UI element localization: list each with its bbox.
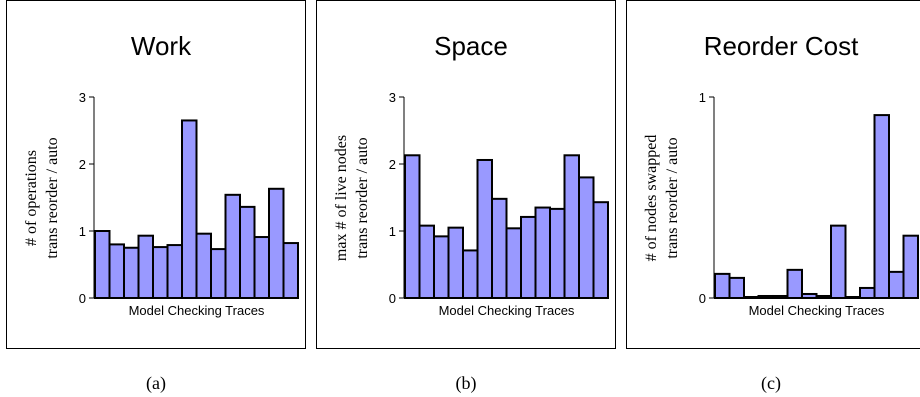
chart-title: Space — [434, 31, 508, 61]
chart-svg: Work 0 1 2 3 Model Checking Traces # of operat… — [6, 0, 306, 349]
bar — [108, 243, 125, 299]
bar — [578, 176, 595, 299]
caption-b: (b) — [455, 373, 477, 393]
chart-title: Reorder Cost — [704, 31, 859, 61]
bar — [94, 230, 111, 299]
y-tick-label: 0 — [699, 291, 706, 306]
bar — [181, 119, 198, 299]
y-tick-label: 2 — [389, 157, 396, 172]
y-tick-label: 1 — [389, 224, 396, 239]
bar — [563, 154, 580, 299]
bar — [462, 249, 479, 299]
bar — [210, 248, 227, 299]
chart-svg: Reorder Cost 0 1 Model Checking Traces # of … — [626, 0, 920, 349]
bar — [902, 234, 919, 300]
bar — [166, 244, 183, 300]
y-tick-label: 3 — [389, 90, 396, 105]
chart-panel-space: Space 0 1 2 3 Model Checking Traces max # of l… — [316, 0, 616, 349]
bar — [714, 272, 731, 300]
bar — [786, 268, 803, 299]
bar — [534, 206, 551, 299]
y-tick-label: 2 — [79, 157, 86, 172]
y-axis-label: # of operations trans reorder / auto — [23, 137, 61, 258]
caption-a: (a) — [146, 373, 166, 393]
bar — [592, 201, 609, 299]
bar — [404, 154, 421, 299]
bar — [888, 270, 905, 299]
y-axis-label: max # of live nodes trans reorder / auto — [333, 135, 371, 261]
bar — [195, 232, 212, 299]
bar — [433, 235, 450, 299]
y-tick-label: 1 — [699, 90, 706, 105]
bar — [137, 234, 154, 300]
bar — [123, 246, 140, 299]
y-tick-label: 3 — [79, 90, 86, 105]
chart-title: Work — [131, 31, 192, 61]
chart-panel-work: Work 0 1 2 3 Model Checking Traces # of operat… — [6, 0, 306, 349]
bar — [282, 242, 299, 299]
bar — [152, 246, 169, 299]
bar — [859, 286, 876, 300]
bar — [520, 215, 537, 299]
chart-panel-reorder-cost: Reorder Cost 0 1 Model Checking Traces # of … — [626, 0, 920, 349]
bar — [418, 224, 435, 299]
bar — [476, 158, 493, 299]
bar — [830, 224, 847, 299]
bar — [224, 193, 241, 300]
bar — [268, 187, 285, 299]
chart-frame — [626, 0, 920, 349]
chart-frame — [6, 0, 306, 349]
bar — [253, 236, 270, 299]
bar — [728, 276, 745, 299]
y-tick-label: 0 — [79, 291, 86, 306]
chart-frame — [316, 0, 616, 349]
x-axis-label: Model Checking Traces — [749, 303, 885, 318]
bar — [239, 205, 256, 300]
bar — [873, 114, 890, 299]
x-axis-label: Model Checking Traces — [129, 303, 265, 318]
bar — [549, 207, 566, 299]
y-axis-label: # of nodes swapped trans reorder / auto — [643, 135, 681, 262]
caption-c: (c) — [761, 373, 781, 393]
bar — [491, 197, 508, 299]
x-axis-label: Model Checking Traces — [439, 303, 575, 318]
bar — [505, 227, 522, 300]
chart-svg: Space 0 1 2 3 Model Checking Traces max # of l… — [316, 0, 616, 349]
bar — [447, 226, 464, 299]
y-tick-label: 1 — [79, 224, 86, 239]
y-tick-label: 0 — [389, 291, 396, 306]
